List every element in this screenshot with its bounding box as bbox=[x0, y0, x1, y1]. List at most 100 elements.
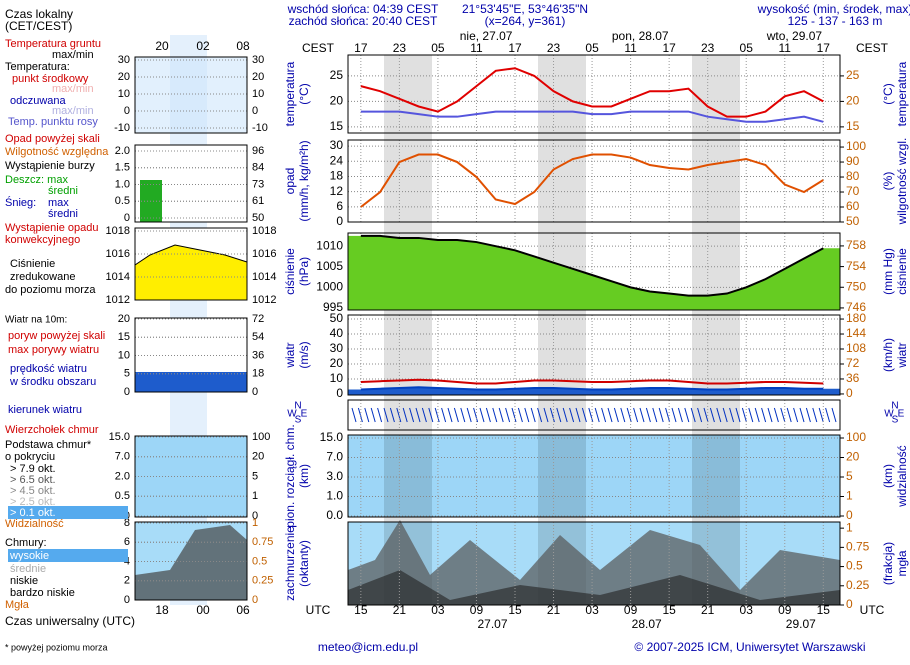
y2-tick-label: 0 bbox=[846, 597, 853, 611]
utc-tick-label: 09 bbox=[624, 603, 638, 617]
wind-arrow bbox=[690, 407, 696, 423]
panel-frame bbox=[347, 399, 841, 431]
mini-tick-label: 1016 bbox=[252, 248, 276, 260]
mini-tick-label: 2.0 bbox=[115, 470, 130, 482]
wind-arrow bbox=[780, 407, 786, 423]
mini-tick-label: 1012 bbox=[106, 294, 130, 306]
mini-time-label: 02 bbox=[196, 39, 210, 53]
wind-arrow bbox=[581, 407, 587, 423]
wind-arrow bbox=[383, 407, 389, 423]
y2-tick-label: 20 bbox=[846, 94, 860, 108]
mini-tick-label: 30 bbox=[118, 54, 130, 66]
wind-arrow bbox=[370, 407, 376, 423]
y-axis-label: temperatura bbox=[283, 61, 297, 126]
mini-tick-label: 6 bbox=[124, 536, 130, 548]
legend-text: Deszcz: max bbox=[5, 174, 68, 186]
legend-text: średni bbox=[48, 208, 78, 220]
legend-text: Wystąpienie opadu bbox=[5, 222, 98, 234]
y-tick-label: 20 bbox=[330, 356, 344, 370]
y2-axis-label: (km) bbox=[881, 464, 895, 488]
utc-tick-label: 03 bbox=[585, 603, 599, 617]
compass-label: N bbox=[891, 401, 898, 412]
note: * powyżej poziomu morza bbox=[5, 642, 108, 652]
y2-axis-label: widzialność bbox=[895, 445, 909, 507]
y2-tick-label: 50 bbox=[846, 214, 860, 228]
night-shade bbox=[692, 55, 740, 605]
wind-arrow bbox=[613, 407, 619, 423]
y2-tick-label: 5 bbox=[846, 469, 853, 483]
mini-wind-fill bbox=[135, 372, 247, 392]
wind-arrow bbox=[377, 407, 383, 423]
utc-tick-label: 03 bbox=[431, 603, 445, 617]
coords: 21°53'45"E, 53°46'35"N bbox=[462, 2, 588, 16]
wind-arrow bbox=[601, 407, 607, 423]
wind-arrow bbox=[389, 407, 395, 423]
sunrise: wschód słońca: 04:39 CEST bbox=[287, 2, 439, 16]
y2-tick-label: 60 bbox=[846, 199, 860, 213]
cest-tick-label: 17 bbox=[354, 41, 368, 55]
wind-arrow bbox=[505, 407, 511, 423]
cest-tick-label: 11 bbox=[624, 41, 637, 55]
wind-arrow bbox=[588, 407, 594, 423]
mini-tick-label: 72 bbox=[252, 313, 264, 325]
local-time-title: Czas lokalny bbox=[5, 7, 73, 21]
mini-bg bbox=[135, 57, 247, 133]
night-shade bbox=[538, 55, 586, 605]
legend-text: konwekcyjnego bbox=[5, 234, 80, 246]
y-axis-label: ciśnienie bbox=[283, 248, 297, 295]
y-tick-label: 15 bbox=[330, 119, 344, 133]
mini-tick-label: 61 bbox=[252, 195, 264, 207]
y-tick-label: 12 bbox=[330, 184, 344, 198]
mini-tick-label: 73 bbox=[252, 178, 264, 190]
legend-text: Mgła bbox=[5, 599, 30, 611]
legend-text: prędkość wiatru bbox=[10, 363, 87, 375]
mini-tick-label: 96 bbox=[252, 145, 264, 157]
mini-tick-label: 1 bbox=[252, 517, 258, 529]
wind-arrow bbox=[722, 407, 728, 423]
mini-tick-label: 1 bbox=[252, 490, 258, 502]
legend-text: niskie bbox=[10, 575, 38, 587]
wind-arrow bbox=[562, 407, 568, 423]
y2-axis-label: temperatura bbox=[895, 61, 909, 126]
y-tick-label: 1000 bbox=[316, 280, 343, 294]
legend-text: Wierzchołek chmur bbox=[5, 424, 99, 436]
legend-text: zredukowane bbox=[10, 271, 75, 283]
mini-tick-label: 1018 bbox=[252, 225, 276, 237]
mini-tick-label: 18 bbox=[252, 368, 264, 380]
wind-arrow bbox=[703, 407, 709, 423]
wind-arrow bbox=[479, 407, 485, 423]
legend-text: Śnieg: bbox=[5, 196, 36, 209]
panel-bg bbox=[348, 435, 840, 517]
cest-title: CEST bbox=[302, 41, 335, 55]
wind-arrow bbox=[677, 407, 683, 423]
panel-frame bbox=[347, 139, 841, 223]
wind-arrow bbox=[485, 407, 491, 423]
wind-arrow bbox=[498, 407, 504, 423]
y2-axis-label: (frakcja) bbox=[881, 542, 895, 585]
mini-tick-label: 20 bbox=[118, 71, 130, 83]
cest-tick-label: 05 bbox=[431, 41, 445, 55]
y2-axis-label: (mm Hg) bbox=[881, 248, 895, 295]
cest-tick-label: 17 bbox=[817, 41, 831, 55]
compass-label: W bbox=[287, 409, 297, 420]
mini-frame bbox=[134, 521, 248, 601]
y-axis-label: pion. rozciągł. chm. bbox=[283, 424, 297, 527]
compass-label: N bbox=[294, 401, 301, 412]
y2-tick-label: 750 bbox=[846, 279, 866, 293]
wind-arrow bbox=[537, 407, 543, 423]
wind-arrow bbox=[421, 407, 427, 423]
wind-arrow bbox=[825, 407, 831, 423]
cest-tick-label: 17 bbox=[662, 41, 676, 55]
panel-bg bbox=[348, 400, 840, 430]
wind-arrow bbox=[665, 407, 671, 423]
y2-tick-label: 90 bbox=[846, 154, 860, 168]
mini-tick-label: 1016 bbox=[106, 248, 130, 260]
series-line bbox=[360, 386, 824, 391]
y2-tick-label: 0.25 bbox=[846, 578, 870, 592]
cest-tick-label: 23 bbox=[701, 41, 715, 55]
y-axis-label: opad bbox=[283, 168, 297, 195]
mini-frame bbox=[134, 227, 248, 301]
wind-arrow bbox=[831, 407, 837, 423]
legend-text: odczuwana bbox=[10, 95, 67, 107]
series-area bbox=[348, 235, 840, 310]
